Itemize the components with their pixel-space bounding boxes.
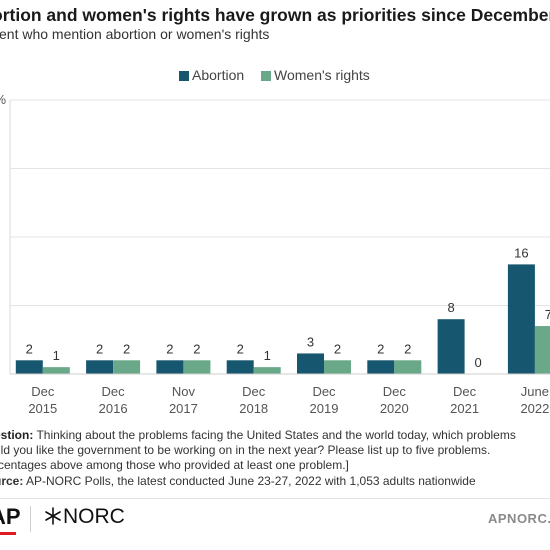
- question-text: Thinking about the problems facing the U…: [33, 428, 516, 442]
- chart-title: ortion and women's rights have grown as …: [0, 5, 550, 25]
- x-tick-label-year: 2018: [239, 401, 268, 416]
- x-tick-label-year: 2022: [520, 401, 549, 416]
- x-tick-label-year: 2016: [99, 401, 128, 416]
- question-label: estion:: [0, 428, 34, 442]
- bar-abortion: [86, 360, 114, 374]
- bar-abortion: [297, 353, 324, 374]
- ap-logo: AP: [0, 504, 21, 529]
- bar-womens-rights: [394, 360, 422, 374]
- bar-womens-rights: [183, 360, 211, 374]
- data-label-abortion: 8: [447, 300, 454, 315]
- bar-abortion: [226, 360, 254, 374]
- x-tick-label-year: 2021: [450, 401, 479, 416]
- legend-label-womens-rights: Women's rights: [274, 67, 370, 83]
- footer-divider: [0, 498, 550, 499]
- question-note: estion: Thinking about the problems faci…: [0, 428, 550, 473]
- data-label-abortion: 2: [237, 341, 244, 356]
- x-tick-label-month: June: [521, 384, 549, 399]
- ap-logo-underline: [0, 532, 16, 535]
- bar-abortion: [15, 360, 43, 374]
- bar-womens-rights: [253, 367, 281, 374]
- bar-abortion: [437, 319, 465, 374]
- bar-chart: %21Dec201522Dec201622Nov201721Dec201832D…: [0, 92, 550, 416]
- source-label: urce:: [0, 474, 24, 488]
- chart-subtitle: cent who mention abortion or women's rig…: [0, 26, 270, 42]
- question-line-2: uld you like the government to be workin…: [0, 443, 491, 457]
- x-tick-label-month: Dec: [453, 384, 477, 399]
- bar-womens-rights: [534, 326, 550, 374]
- data-label-womens-rights: 7: [545, 307, 550, 322]
- x-tick-label-month: Dec: [383, 384, 407, 399]
- data-label-abortion: 2: [166, 341, 173, 356]
- legend-label-abortion: Abortion: [192, 67, 245, 83]
- data-label-abortion: 2: [26, 341, 33, 356]
- bar-womens-rights: [324, 360, 351, 374]
- x-tick-label-month: Nov: [172, 384, 196, 399]
- x-tick-label-year: 2015: [28, 401, 57, 416]
- source-note: urce: AP-NORC Polls, the latest conducte…: [0, 474, 476, 488]
- x-tick-label-year: 2019: [310, 401, 339, 416]
- data-label-womens-rights: 0: [474, 355, 481, 370]
- data-label-womens-rights: 2: [404, 341, 411, 356]
- source-text: AP-NORC Polls, the latest conducted June…: [23, 474, 476, 488]
- x-tick-label-month: Dec: [312, 384, 336, 399]
- norc-star-icon: [45, 507, 61, 525]
- bar-abortion: [367, 360, 395, 374]
- x-tick-label-month: Dec: [31, 384, 55, 399]
- data-label-womens-rights: 2: [334, 341, 341, 356]
- site-link[interactable]: APNORC.o: [488, 511, 550, 526]
- bar-abortion: [507, 264, 535, 374]
- data-label-womens-rights: 1: [264, 348, 271, 363]
- norc-logo-text: NORC: [63, 505, 125, 528]
- logo-divider: [30, 506, 31, 532]
- legend-swatch-abortion: [179, 71, 189, 81]
- y-tick-label: %: [0, 92, 6, 107]
- data-label-womens-rights: 2: [193, 341, 200, 356]
- bar-abortion: [156, 360, 184, 374]
- data-label-womens-rights: 2: [123, 341, 130, 356]
- data-label-abortion: 2: [96, 341, 103, 356]
- x-tick-label-year: 2017: [169, 401, 198, 416]
- data-label-abortion: 2: [377, 341, 384, 356]
- data-label-womens-rights: 1: [53, 348, 60, 363]
- data-label-abortion: 3: [307, 334, 314, 349]
- bar-womens-rights: [42, 367, 70, 374]
- legend-swatch-womens-rights: [261, 71, 271, 81]
- bar-womens-rights: [113, 360, 141, 374]
- question-line-3: rcentages above among those who provided…: [0, 458, 349, 472]
- x-tick-label-month: Dec: [102, 384, 126, 399]
- x-tick-label-month: Dec: [242, 384, 266, 399]
- x-tick-label-year: 2020: [380, 401, 409, 416]
- data-label-abortion: 16: [514, 245, 528, 260]
